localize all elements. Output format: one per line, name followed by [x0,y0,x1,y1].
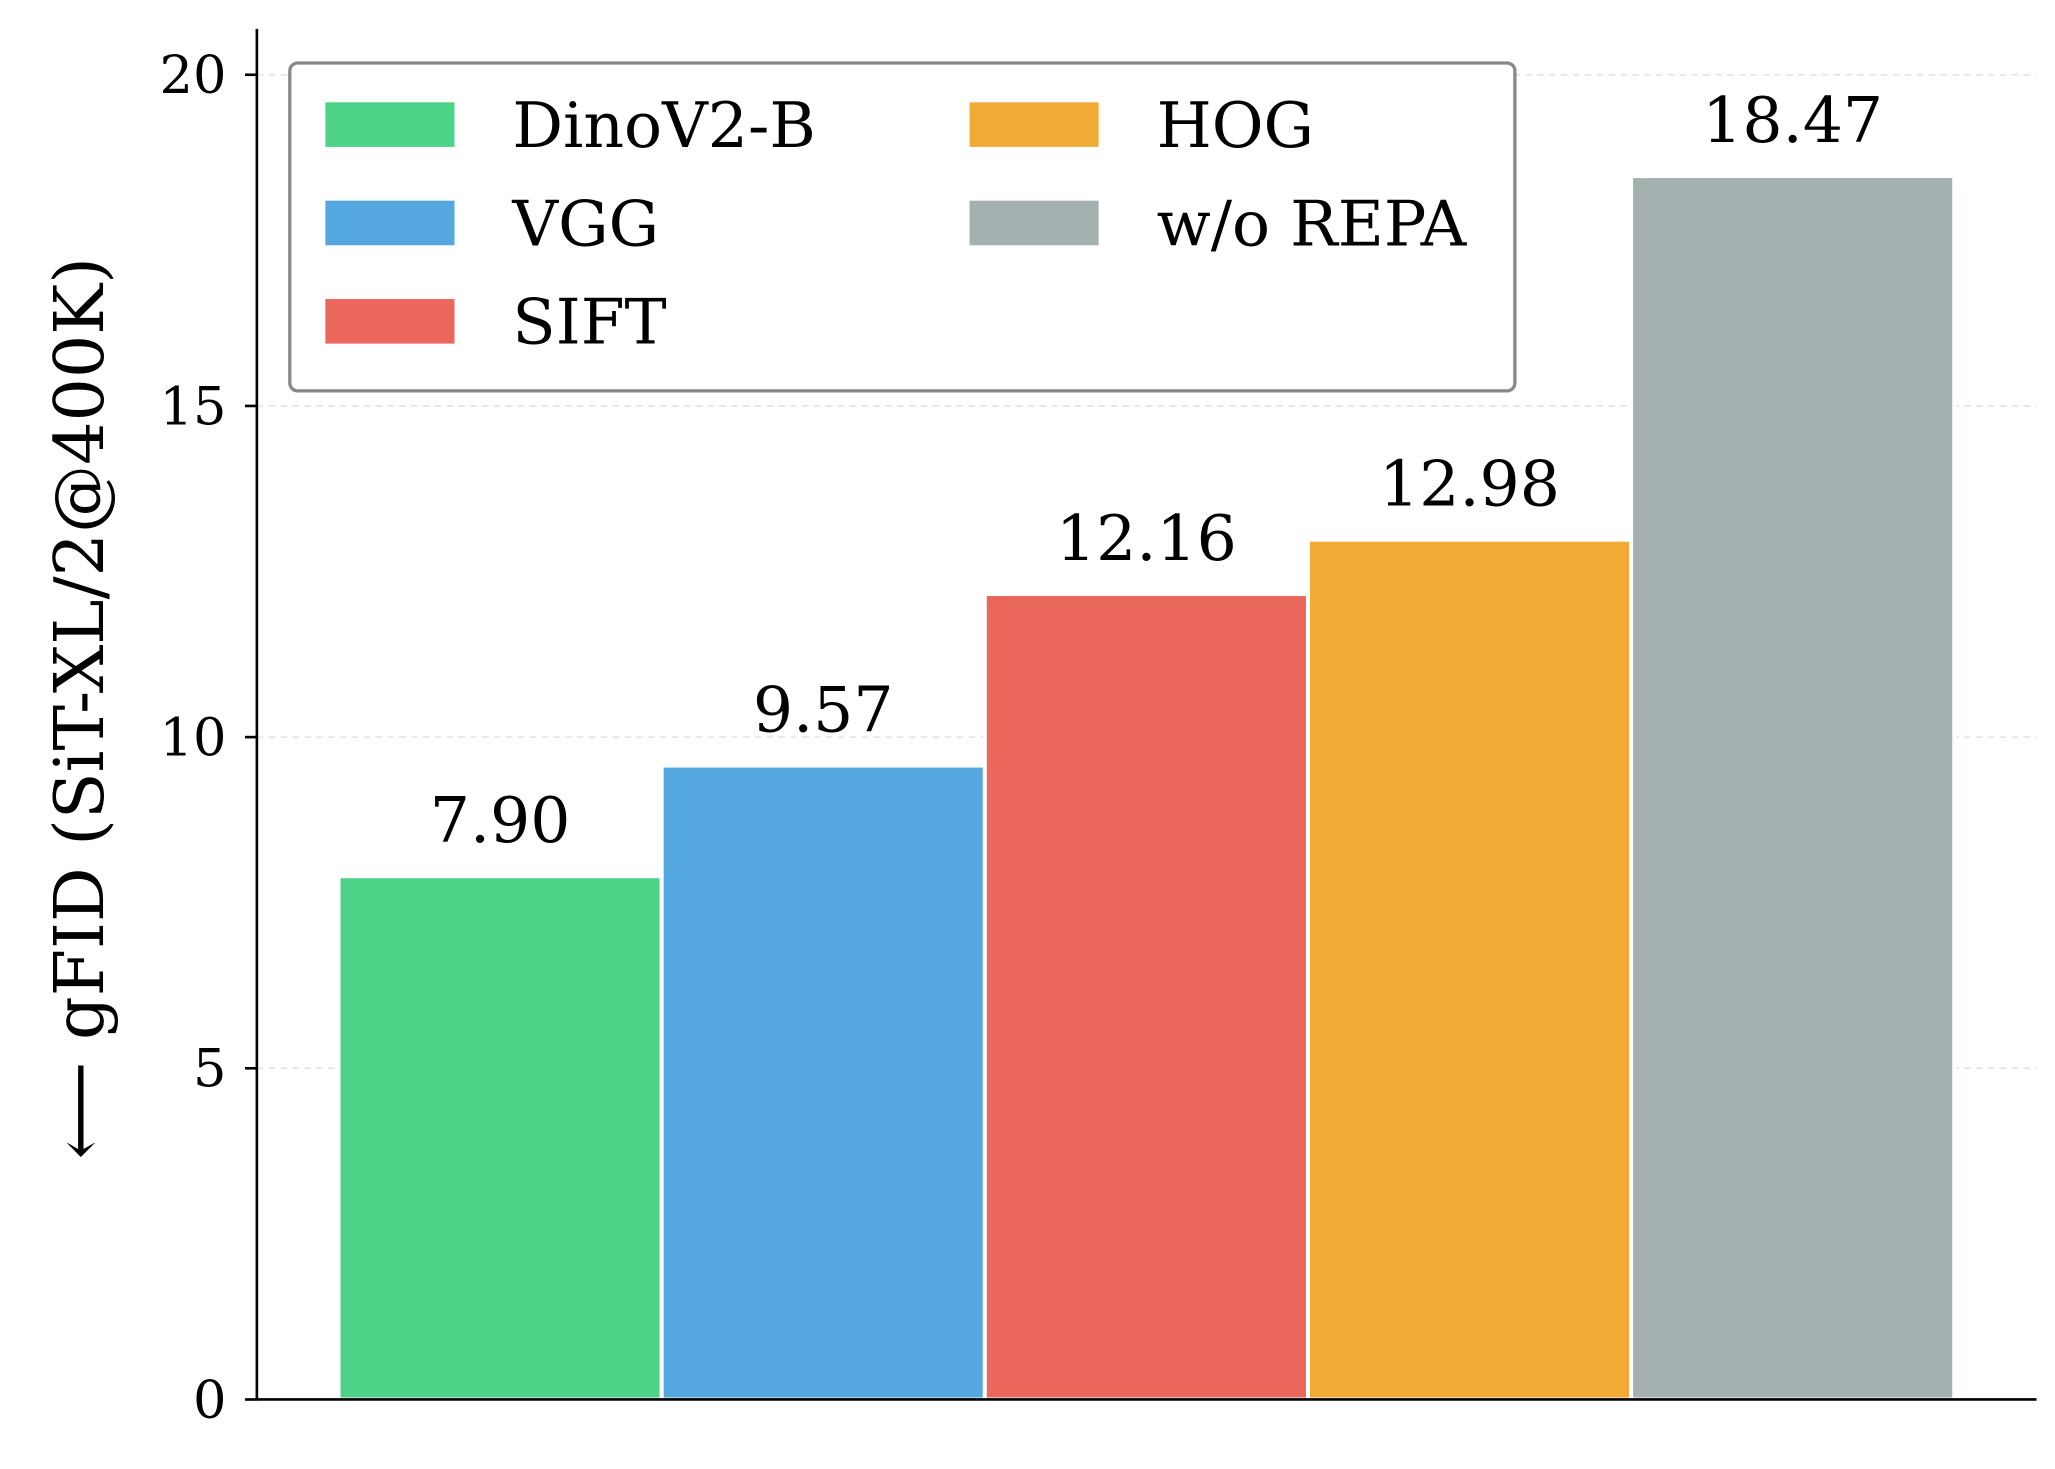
bar-w-o-repa [1629,174,1957,1402]
y-tick-label: 5 [193,1039,227,1100]
y-tick-label: 20 [160,45,227,106]
bars [336,174,1957,1402]
axes [255,28,2037,1401]
y-tick-label: 0 [193,1370,227,1431]
y-axis-label: ⟵ gFID (SiT-XL/2@400K) [41,257,120,1159]
legend-swatch [322,198,458,248]
legend-label: SIFT [512,285,666,359]
y-ticks: 0 5 10 15 20 [160,45,257,1431]
bar-vgg [659,763,987,1402]
legend-frame [288,61,1517,393]
y-tick-label: 15 [160,376,227,437]
value-labels: 7.90 9.57 12.16 12.98 18.47 [430,83,1883,857]
value-label: 9.57 [753,673,894,747]
y-tick-label: 10 [160,708,227,769]
legend-swatch [966,198,1102,248]
legend-label: w/o REPA [1157,186,1468,260]
legend-swatch [322,296,458,347]
value-label: 7.90 [430,783,571,857]
bar-sift [982,592,1310,1402]
legend-label: DinoV2-B [512,88,815,162]
value-label: 18.47 [1702,83,1883,157]
bar-hog [1305,537,1634,1402]
legend-label: VGG [511,186,659,260]
value-label: 12.16 [1056,501,1237,575]
value-label: 12.98 [1379,447,1560,521]
legend-swatch [966,99,1102,150]
legend: DinoV2-B VGG SIFT HOG w/o REPA [288,61,1517,393]
legend-swatch [322,99,458,150]
legend-label: HOG [1157,88,1314,162]
bar-dinov2-b [336,874,664,1402]
